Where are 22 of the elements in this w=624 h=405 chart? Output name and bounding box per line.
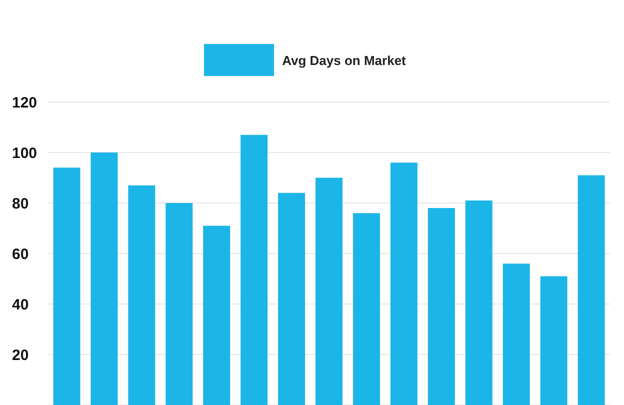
bar	[128, 185, 156, 405]
bar	[390, 162, 418, 405]
y-tick-label: 80	[12, 195, 29, 212]
y-tick-label: 20	[12, 346, 29, 364]
bar	[428, 208, 455, 405]
bar	[90, 152, 118, 405]
y-tick-label: 120	[12, 94, 38, 112]
y-tick-label: 60	[12, 246, 29, 263]
text: Avg Days on Market	[281, 52, 406, 70]
bar	[316, 178, 343, 405]
bar	[203, 226, 230, 405]
bar	[53, 168, 80, 405]
bar	[278, 192, 306, 405]
bar	[502, 264, 530, 405]
bar	[578, 175, 605, 405]
bar	[166, 203, 193, 405]
bar	[540, 276, 568, 405]
y-tick-label: 40	[12, 296, 29, 314]
y-tick-label: 100	[12, 144, 38, 162]
bar	[352, 213, 380, 405]
bar	[240, 134, 268, 405]
bar	[465, 200, 492, 405]
